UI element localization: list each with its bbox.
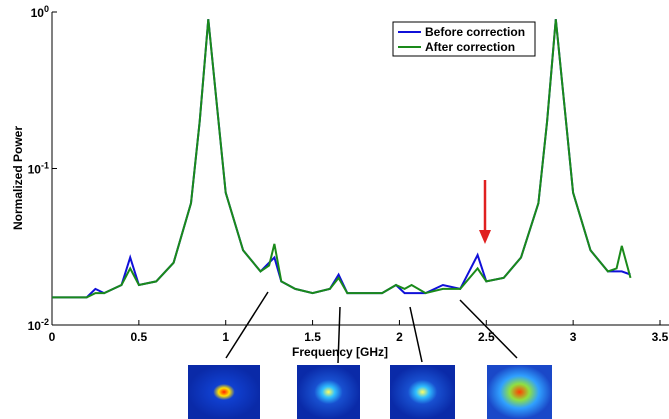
series-line (52, 19, 632, 299)
x-tick-label: 0 (49, 330, 56, 344)
x-tick-label: 3.5 (652, 330, 669, 344)
x-tick-label: 1 (222, 330, 229, 344)
legend-box (392, 21, 536, 57)
y-tick-label: 10-2 (28, 317, 49, 333)
legend-label: After correction (425, 40, 515, 54)
x-tick-label: 3 (570, 330, 577, 344)
callout-lines (225, 291, 518, 364)
x-axis-label: Frequency [GHz] (292, 345, 388, 359)
mode-images (188, 365, 552, 419)
y-tick-label: 100 (31, 4, 49, 20)
x-tick-label: 2 (396, 330, 403, 344)
x-tick-label: 0.5 (131, 330, 148, 344)
y-axis-label: Normalized Power (11, 126, 25, 230)
y-tick-label: 10-1 (28, 161, 49, 177)
arrow-head (479, 230, 491, 244)
x-tick-label: 1.5 (304, 330, 321, 344)
x-tick-label: 2.5 (478, 330, 495, 344)
legend-label: Before correction (425, 25, 525, 39)
